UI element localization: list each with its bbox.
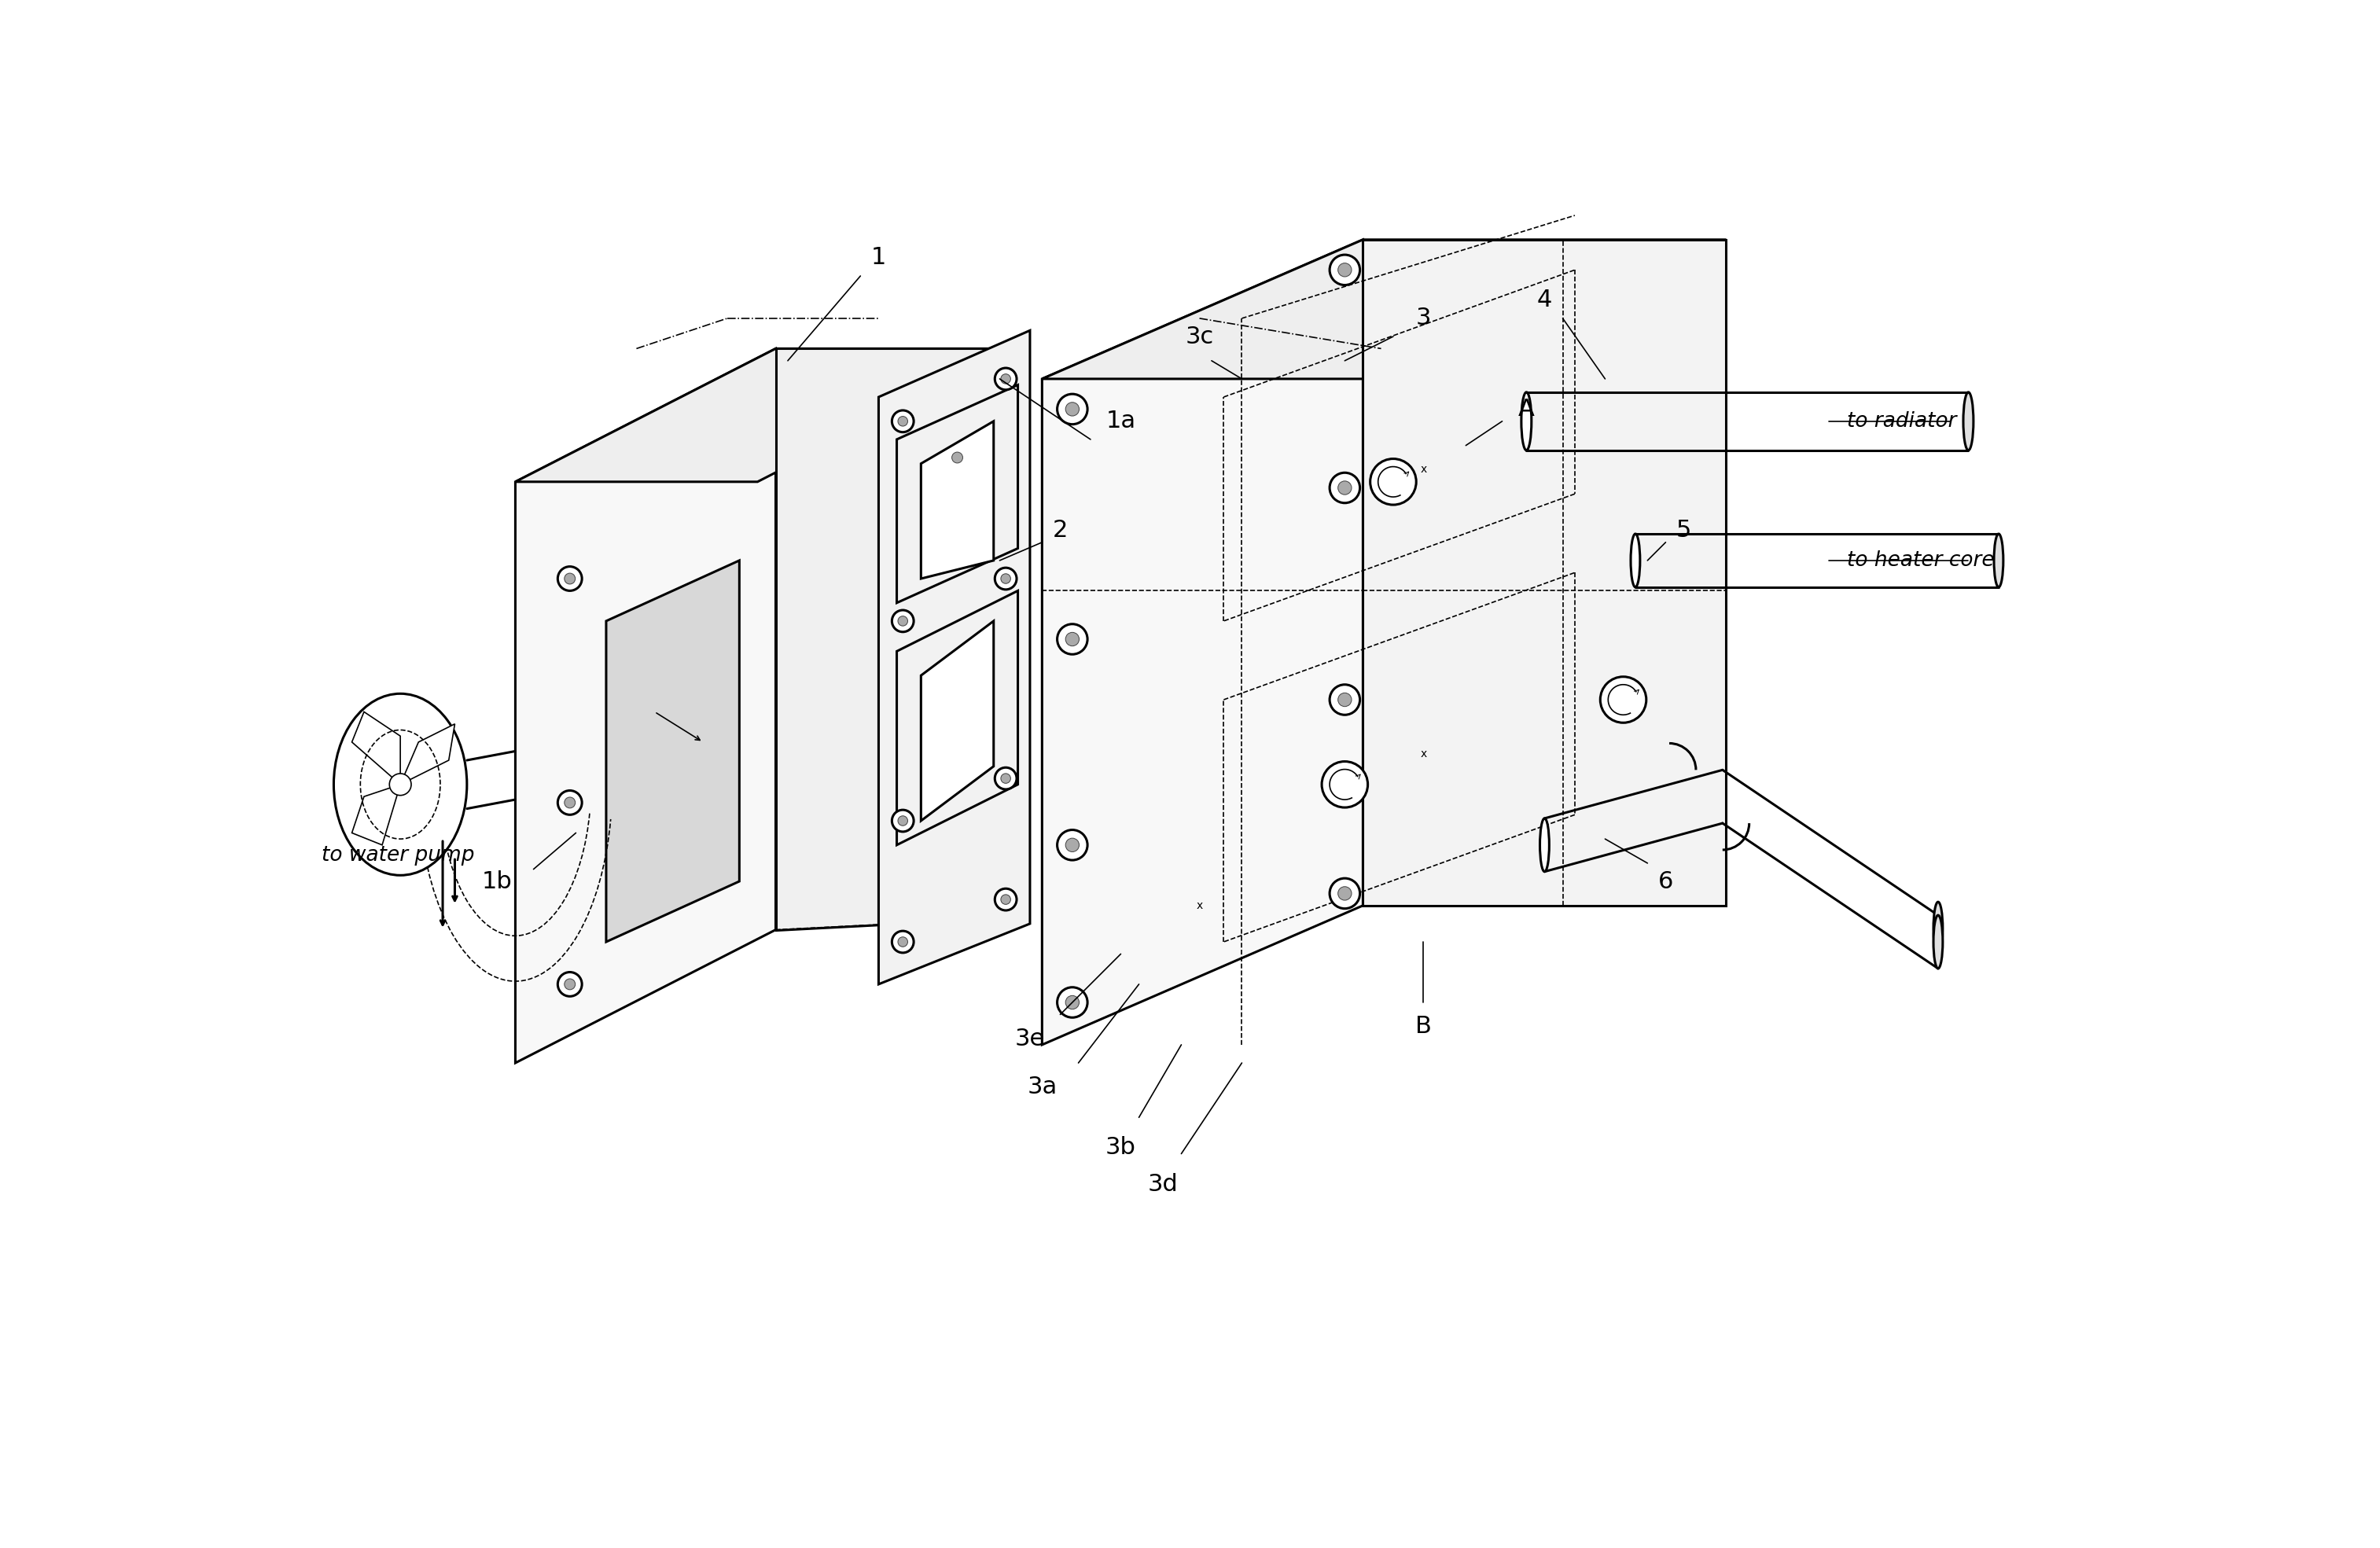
- Circle shape: [892, 930, 914, 952]
- Circle shape: [557, 791, 583, 814]
- Circle shape: [945, 446, 969, 469]
- Circle shape: [564, 797, 576, 808]
- Circle shape: [1066, 402, 1078, 416]
- Polygon shape: [776, 348, 1019, 930]
- Circle shape: [1066, 633, 1078, 646]
- Circle shape: [390, 774, 412, 796]
- Polygon shape: [607, 560, 740, 941]
- Circle shape: [897, 937, 907, 947]
- Circle shape: [1338, 263, 1352, 277]
- Circle shape: [892, 410, 914, 432]
- Polygon shape: [516, 348, 1019, 481]
- Circle shape: [1338, 887, 1352, 901]
- Text: 3e: 3e: [1014, 1028, 1045, 1050]
- Circle shape: [897, 816, 907, 825]
- Polygon shape: [400, 724, 455, 785]
- Circle shape: [1338, 481, 1352, 495]
- Circle shape: [892, 810, 914, 831]
- Ellipse shape: [1521, 392, 1530, 450]
- Circle shape: [1371, 458, 1416, 505]
- Ellipse shape: [1964, 392, 1973, 450]
- Text: 5: 5: [1676, 519, 1692, 542]
- Text: 6: 6: [1659, 870, 1673, 893]
- Text: 3d: 3d: [1147, 1172, 1178, 1195]
- Circle shape: [1002, 895, 1011, 904]
- Circle shape: [897, 616, 907, 625]
- Circle shape: [1330, 472, 1359, 503]
- Circle shape: [1002, 375, 1011, 384]
- Text: 2: 2: [1052, 519, 1069, 542]
- Text: 3: 3: [1416, 307, 1430, 330]
- Circle shape: [1002, 774, 1011, 783]
- Text: A: A: [1518, 398, 1535, 421]
- Circle shape: [1057, 395, 1088, 424]
- Circle shape: [897, 416, 907, 426]
- Circle shape: [1338, 694, 1352, 706]
- Polygon shape: [352, 712, 400, 785]
- Ellipse shape: [1540, 819, 1549, 872]
- Circle shape: [1321, 762, 1368, 808]
- Polygon shape: [516, 348, 776, 1063]
- Circle shape: [1057, 830, 1088, 861]
- Polygon shape: [1364, 240, 1725, 906]
- Polygon shape: [897, 385, 1019, 602]
- Circle shape: [557, 567, 583, 591]
- Ellipse shape: [1933, 915, 1942, 969]
- Polygon shape: [921, 621, 992, 820]
- Circle shape: [557, 972, 583, 997]
- Circle shape: [1330, 255, 1359, 285]
- Circle shape: [1057, 624, 1088, 655]
- Text: to radiator: to radiator: [1847, 412, 1956, 432]
- Circle shape: [952, 452, 964, 463]
- Circle shape: [995, 889, 1016, 910]
- Ellipse shape: [1630, 534, 1640, 587]
- Circle shape: [995, 768, 1016, 789]
- Circle shape: [995, 568, 1016, 590]
- Text: x: x: [1421, 464, 1426, 475]
- Circle shape: [995, 368, 1016, 390]
- Circle shape: [564, 978, 576, 989]
- Polygon shape: [878, 330, 1031, 985]
- Circle shape: [1330, 878, 1359, 909]
- Polygon shape: [1042, 240, 1364, 1045]
- Text: to water pump: to water pump: [321, 845, 474, 865]
- Ellipse shape: [1933, 902, 1942, 955]
- Circle shape: [1330, 684, 1359, 715]
- Text: x: x: [1421, 749, 1426, 760]
- Polygon shape: [352, 785, 400, 845]
- Text: B: B: [1416, 1015, 1433, 1039]
- Text: 3b: 3b: [1104, 1136, 1135, 1159]
- Polygon shape: [1042, 240, 1725, 379]
- Circle shape: [564, 573, 576, 584]
- Text: 3a: 3a: [1028, 1076, 1057, 1099]
- Circle shape: [892, 610, 914, 632]
- Text: 3c: 3c: [1185, 325, 1214, 348]
- Text: 1b: 1b: [483, 870, 512, 893]
- Circle shape: [1002, 574, 1011, 584]
- Circle shape: [1066, 837, 1078, 851]
- Circle shape: [1066, 995, 1078, 1009]
- Text: 4: 4: [1537, 289, 1552, 311]
- Polygon shape: [921, 421, 992, 579]
- Circle shape: [1599, 676, 1647, 723]
- Text: to heater core: to heater core: [1847, 550, 1994, 571]
- Text: x: x: [1197, 899, 1202, 912]
- Polygon shape: [897, 591, 1019, 845]
- Text: 1: 1: [871, 246, 885, 269]
- Ellipse shape: [333, 694, 466, 875]
- Text: 1a: 1a: [1107, 410, 1135, 432]
- Circle shape: [1057, 988, 1088, 1017]
- Ellipse shape: [1994, 534, 2004, 587]
